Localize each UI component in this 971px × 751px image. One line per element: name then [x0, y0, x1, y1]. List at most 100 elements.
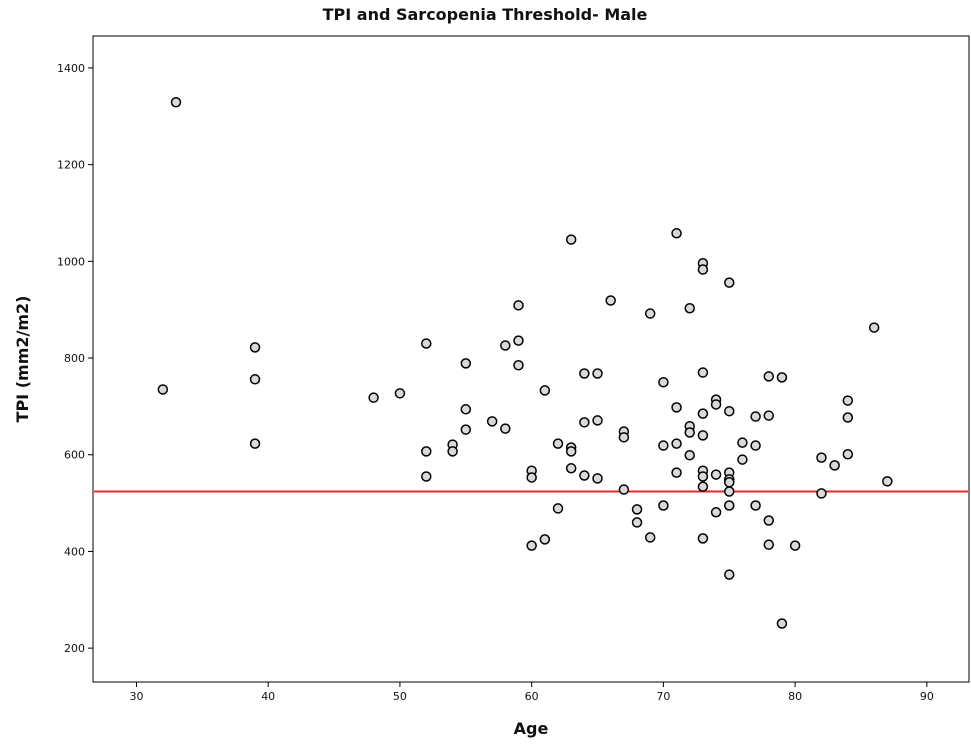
point: [249, 374, 261, 385]
point: [486, 416, 498, 427]
point: [816, 488, 827, 499]
point: [697, 471, 709, 482]
point: [724, 277, 735, 288]
point: [724, 405, 735, 417]
point: [671, 467, 682, 478]
point: [763, 539, 775, 550]
point: [710, 469, 722, 480]
point: [526, 540, 537, 551]
y-tick-label: 1400: [57, 62, 85, 75]
point: [724, 477, 735, 488]
point: [816, 452, 827, 463]
point: [592, 368, 603, 379]
point: [842, 449, 854, 460]
x-tick-label: 40: [261, 690, 275, 703]
y-tick-label: 1200: [57, 159, 85, 172]
point: [684, 449, 695, 461]
point: [394, 388, 406, 399]
point: [249, 342, 261, 353]
y-tick-label: 1000: [57, 255, 85, 268]
point: [526, 472, 537, 483]
point: [460, 404, 472, 415]
point: [671, 402, 682, 413]
point: [618, 484, 630, 495]
point: [579, 368, 590, 379]
point: [684, 427, 695, 438]
x-tick-label: 50: [393, 690, 407, 703]
point: [513, 360, 524, 371]
point: [565, 446, 577, 457]
x-tick-label: 90: [920, 690, 934, 703]
point: [539, 534, 551, 545]
point: [592, 415, 603, 426]
y-tick-label: 200: [64, 642, 85, 655]
point: [710, 507, 722, 518]
point: [421, 338, 432, 349]
point: [170, 96, 182, 108]
plot-frame: [92, 35, 970, 683]
point: [565, 463, 577, 474]
point: [829, 460, 840, 471]
x-tick-label: 80: [788, 690, 802, 703]
point: [737, 437, 748, 448]
point: [671, 228, 682, 239]
y-tick-label: 600: [64, 449, 85, 462]
point: [565, 234, 577, 245]
point: [513, 335, 524, 346]
point: [789, 540, 801, 551]
y-axis-label: TPI (mm2/m2): [13, 296, 32, 423]
x-tick-label: 70: [656, 690, 670, 703]
point: [644, 308, 656, 319]
x-tick-label: 60: [525, 690, 539, 703]
point: [552, 438, 564, 449]
point: [579, 417, 590, 428]
x-tick-label: 30: [129, 690, 143, 703]
point: [513, 300, 524, 311]
point: [552, 503, 564, 514]
point: [763, 371, 775, 382]
point: [460, 358, 472, 369]
point: [460, 424, 472, 435]
point: [697, 408, 709, 419]
point: [750, 411, 761, 422]
point: [697, 264, 709, 275]
point: [842, 395, 854, 406]
point: [249, 438, 261, 449]
x-axis-label: Age: [514, 719, 549, 738]
point: [658, 376, 669, 388]
point: [697, 430, 709, 441]
point: [750, 500, 761, 511]
point: [737, 454, 748, 465]
point: [157, 384, 169, 395]
point: [697, 481, 709, 492]
point: [697, 367, 709, 378]
point: [776, 618, 788, 629]
point: [671, 438, 682, 449]
point: [579, 470, 590, 481]
point: [618, 432, 630, 443]
point: [631, 517, 643, 528]
point: [605, 295, 616, 306]
point: [724, 486, 735, 497]
point: [447, 446, 458, 457]
point: [368, 392, 379, 403]
point: [763, 515, 775, 526]
point: [500, 340, 511, 351]
point: [644, 532, 656, 543]
y-tick-label: 400: [64, 545, 85, 558]
point: [710, 399, 722, 410]
chart-title: TPI and Sarcopenia Threshold- Male: [323, 5, 648, 24]
point: [658, 500, 669, 511]
point: [697, 533, 709, 544]
point: [763, 410, 775, 421]
point: [724, 500, 735, 511]
point: [421, 446, 432, 457]
point: [842, 412, 854, 423]
point: [684, 302, 695, 314]
point: [500, 423, 511, 434]
point: [539, 385, 551, 396]
y-tick-label: 800: [64, 352, 85, 365]
point: [724, 569, 735, 580]
point: [776, 372, 788, 383]
